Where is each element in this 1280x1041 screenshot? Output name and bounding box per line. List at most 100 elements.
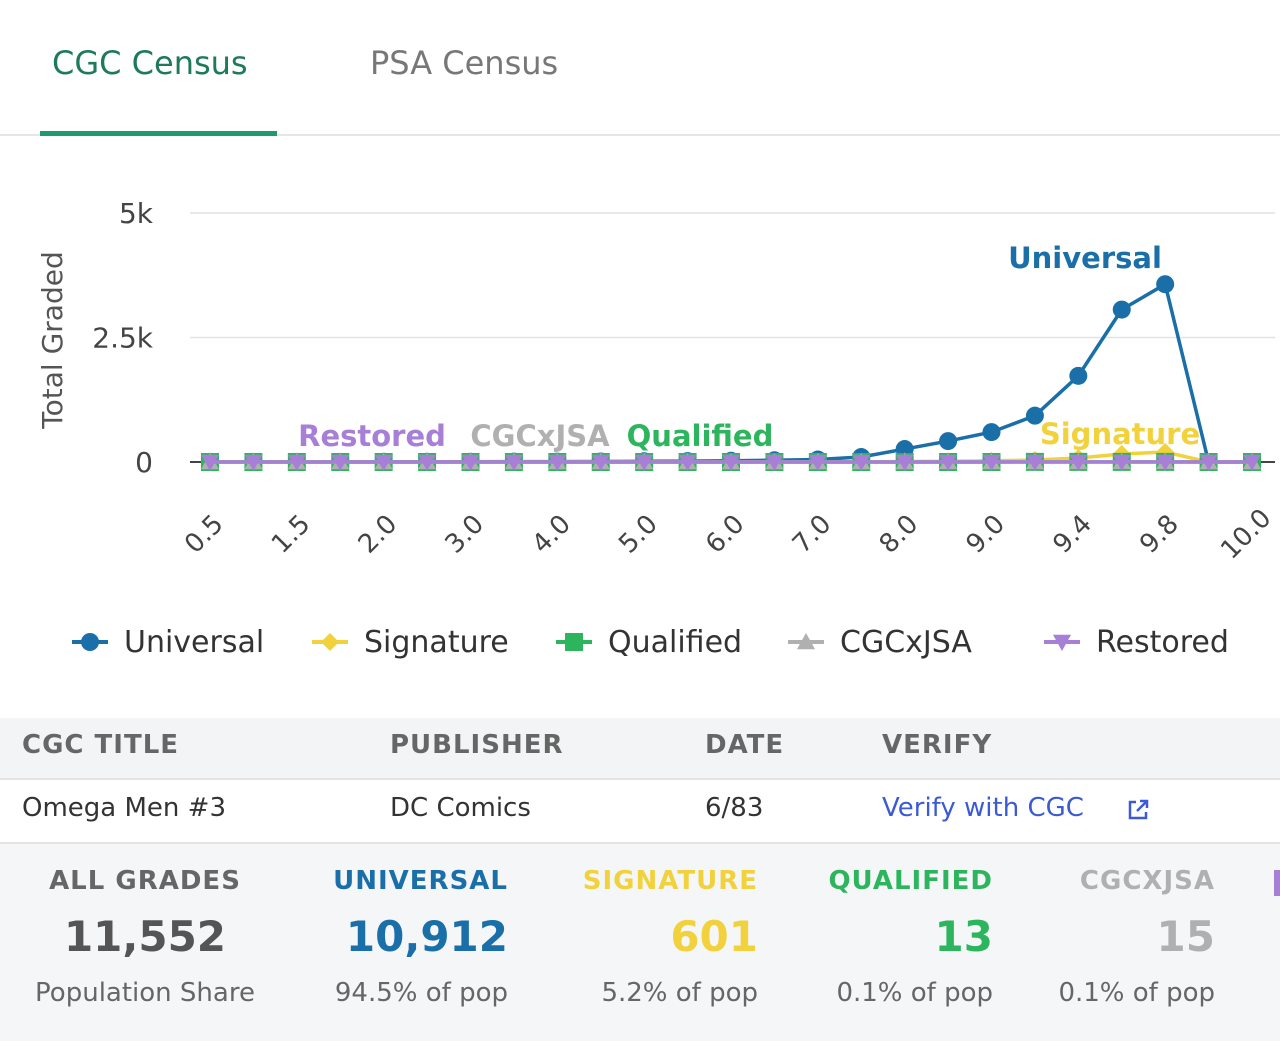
series-annotation: Restored <box>298 419 446 453</box>
stat-share: Population Share <box>35 978 255 1008</box>
x-tick-label: 8.0 <box>874 509 924 559</box>
point <box>1025 406 1044 425</box>
table-header-cell: VERIFY <box>882 730 993 760</box>
external-link-icon <box>1128 799 1149 820</box>
x-tick-label: 6.0 <box>700 509 750 559</box>
point <box>461 454 480 471</box>
table-header-cell: DATE <box>705 730 785 760</box>
point <box>1199 454 1218 471</box>
stat-label: CGCXJSA <box>1079 866 1215 896</box>
y-tick-label: 0 <box>135 446 153 479</box>
table-cell: Omega Men #3 <box>22 793 226 823</box>
stat-value: 15 <box>1156 912 1215 961</box>
stat-share: 94.5% of pop <box>334 978 508 1008</box>
legend-marker <box>81 633 99 651</box>
point <box>722 454 740 471</box>
legend-item[interactable]: Signature <box>312 625 509 660</box>
point <box>374 454 393 471</box>
table-header <box>0 718 1280 780</box>
point <box>418 454 437 471</box>
x-tick-label: 10.0 <box>1215 503 1277 565</box>
x-tick-label: 9.4 <box>1047 509 1097 559</box>
point <box>504 454 523 471</box>
point <box>548 454 567 471</box>
tab[interactable]: CGC Census <box>52 44 248 82</box>
legend-marker <box>321 633 339 651</box>
point <box>765 454 784 471</box>
tab[interactable]: PSA Census <box>370 44 559 82</box>
point <box>331 454 350 471</box>
point <box>852 454 871 471</box>
x-tick-label: 9.8 <box>1134 509 1184 559</box>
stat-label: UNIVERSAL <box>333 866 508 896</box>
table-header-cell: CGC TITLE <box>22 730 180 760</box>
legend-item[interactable]: Qualified <box>556 625 742 660</box>
legend-label: Restored <box>1096 625 1229 660</box>
point <box>287 454 306 471</box>
point <box>1156 454 1175 471</box>
series-annotation: CGCxJSA <box>470 419 610 453</box>
stat-value: 601 <box>670 912 758 961</box>
point <box>982 423 1001 442</box>
table-cell: DC Comics <box>390 793 531 823</box>
point <box>1112 454 1131 471</box>
x-tick-label: 0.5 <box>179 509 229 559</box>
stat-share: 0.1% of pop <box>1058 978 1215 1008</box>
stat-value: 11,552 <box>63 912 227 961</box>
legend-item[interactable]: CGCxJSA <box>788 625 972 660</box>
point <box>1069 454 1088 471</box>
x-tick-label: 4.0 <box>526 509 576 559</box>
legend-label: Signature <box>364 625 509 660</box>
point <box>591 454 610 471</box>
y-tick-label: 2.5k <box>92 322 154 355</box>
point <box>201 454 219 471</box>
point <box>635 454 654 471</box>
point <box>1243 454 1261 471</box>
x-tick-label: 7.0 <box>787 509 837 559</box>
stat-value: 10,912 <box>345 912 508 961</box>
stat-share: 0.1% of pop <box>836 978 993 1008</box>
point <box>1025 454 1044 471</box>
legend-label: Universal <box>124 625 264 660</box>
legend-item[interactable]: Universal <box>72 625 264 660</box>
stat-label: QUALIFIED <box>828 866 993 896</box>
point <box>1069 366 1088 385</box>
legend-marker <box>565 633 583 651</box>
tab-indicator <box>40 131 277 136</box>
point <box>808 454 827 471</box>
x-tick-label: 5.0 <box>613 509 663 559</box>
stat-label: ALL GRADES <box>49 866 241 896</box>
legend-marker <box>797 633 815 650</box>
legend-marker <box>1053 634 1071 651</box>
point <box>939 432 958 451</box>
x-tick-label: 3.0 <box>440 509 490 559</box>
point <box>1156 275 1175 294</box>
cut-off-column <box>1274 870 1280 896</box>
point <box>895 454 914 471</box>
x-tick-label: 1.5 <box>266 509 316 559</box>
stat-value: 13 <box>934 912 993 961</box>
series-annotation: Qualified <box>627 419 774 453</box>
stat-label: SIGNATURE <box>582 866 758 896</box>
tab-border <box>0 134 1280 136</box>
x-tick-label: 9.0 <box>961 509 1011 559</box>
table-header-cell: PUBLISHER <box>390 730 564 760</box>
x-tick-label: 2.0 <box>353 509 403 559</box>
verify-link[interactable]: Verify with CGC <box>882 793 1084 823</box>
legend-item[interactable]: Restored <box>1044 625 1229 660</box>
stat-share: 5.2% of pop <box>601 978 758 1008</box>
y-axis-label: Total Graded <box>36 251 69 429</box>
point <box>939 454 958 471</box>
series-annotation: Universal <box>1008 241 1162 275</box>
point <box>1112 300 1131 319</box>
chart: Total Graded 0 2.5k 5k 0.5 1.5 2.0 3.0 4.0 5.0 6.… <box>36 197 1277 660</box>
point <box>982 454 1001 471</box>
legend-label: CGCxJSA <box>840 625 972 660</box>
point <box>678 454 697 471</box>
legend-label: Qualified <box>608 625 742 660</box>
series-annotation: Signature <box>1040 417 1200 451</box>
y-tick-label: 5k <box>119 197 154 230</box>
table-cell: 6/83 <box>705 793 764 823</box>
stats-panel <box>0 842 1280 1041</box>
